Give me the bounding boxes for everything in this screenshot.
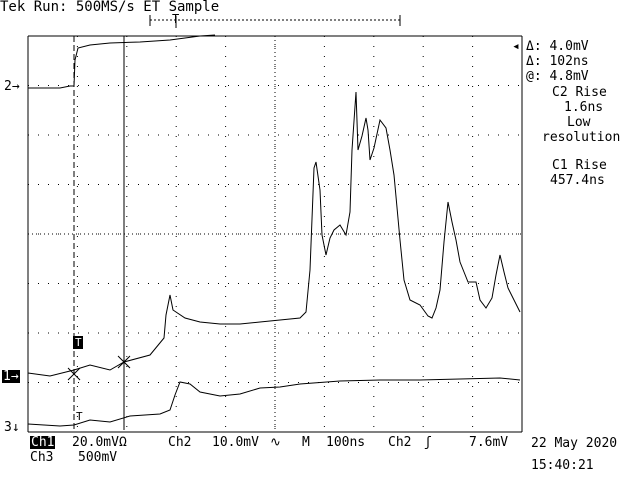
trigger-flag-t-lower: T [76,410,83,423]
timebase-label: M [302,435,310,450]
low-label: Low [567,115,591,130]
ch1-scale: 20.0mVΩ [72,435,127,450]
timebase-value: 100ns [326,435,366,450]
ch1-trace [27,91,521,377]
c2-rise-label: C2 Rise [552,85,607,100]
ch3-label[interactable]: Ch3 [30,450,54,465]
trigger-box [73,336,83,349]
c1-rise-value: 457.4ns [550,173,605,188]
bandwidth-limit-icon: ∿ [270,435,281,450]
ch2-scale: 10.0mV [212,435,259,450]
ch2-label[interactable]: Ch2 [168,435,192,450]
trigger-source[interactable]: Ch2 [388,435,412,450]
ch1-label[interactable]: Ch1 [30,435,56,450]
trigger-slope-icon: ʃ [424,435,432,450]
date-readout: 22 May 2020 [531,436,618,451]
ch2-ground-marker[interactable]: 2→ [4,79,20,94]
trigger-flag-t: T [75,336,82,349]
cursor-cross-marks [67,355,131,381]
acquisition-status: Tek Run: 500MS/s ET Sample [0,0,220,15]
resolution-label: resolution [542,130,621,145]
ch3-ground-marker[interactable]: 3↓ [4,420,20,435]
ch1-ground-marker[interactable]: 1→ [2,369,20,384]
trigger-level: 7.6mV [469,435,509,450]
ch2-trace [28,34,216,89]
delta-voltage-readout: Δ: 4.0mV [526,39,589,54]
at-voltage-readout: @: 4.8mV [526,69,589,84]
cursor-readout-pointer: ◂ [512,39,520,54]
record-bracket [149,15,401,28]
c1-rise-label: C1 Rise [552,158,607,173]
delta-time-readout: Δ: 102ns [526,54,589,69]
ch3-scale: 500mV [78,450,118,465]
time-readout: 15:40:21 [531,458,594,473]
ch3-trace [27,377,521,427]
c2-rise-value: 1.6ns [564,100,604,115]
trigger-position-marker: T [172,12,180,26]
graticule [27,35,523,433]
